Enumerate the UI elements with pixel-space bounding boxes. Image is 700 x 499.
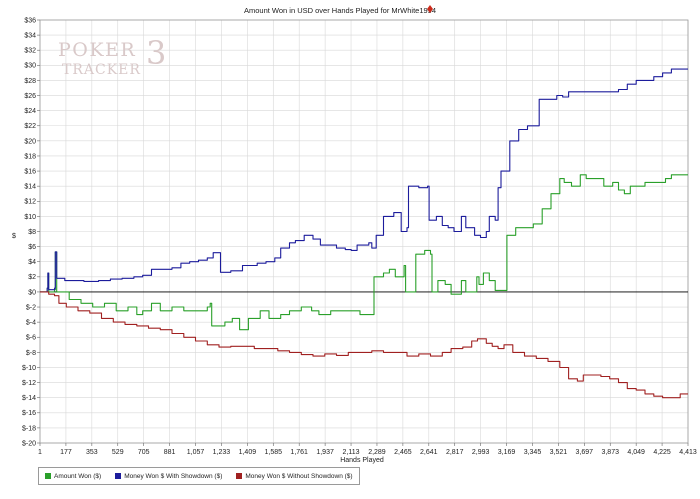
y-tick-label: $2 xyxy=(28,274,36,281)
y-tick-label: $10 xyxy=(24,214,36,221)
x-tick-label: 3,697 xyxy=(576,449,594,456)
x-tick-label: 1,057 xyxy=(187,449,205,456)
legend-swatch-amount-won xyxy=(45,473,51,479)
y-tick-label: $-14 xyxy=(22,395,36,402)
legend-swatch-without-showdown xyxy=(236,473,243,479)
y-tick-label: $0 xyxy=(28,289,36,296)
title-logo-icon xyxy=(427,5,433,13)
x-tick-label: 2,993 xyxy=(472,449,490,456)
y-tick-label: $-18 xyxy=(22,425,36,432)
y-tick-label: $-16 xyxy=(22,410,36,417)
legend-item-without-showdown: Money Won $ Without Showdown ($) xyxy=(236,472,353,480)
y-tick-label: $36 xyxy=(24,17,36,24)
y-tick-label: $12 xyxy=(24,199,36,206)
watermark-line-1: POKER xyxy=(58,39,136,61)
x-tick-label: 2,817 xyxy=(446,449,464,456)
x-tick-label: 1,937 xyxy=(316,449,334,456)
y-tick-label: $8 xyxy=(28,229,36,236)
y-tick-label: $20 xyxy=(24,138,36,145)
y-tick-label: $-20 xyxy=(22,440,36,447)
poker-tracker-watermark: POKER 3 TRACKER xyxy=(58,36,166,78)
y-tick-label: $-6 xyxy=(26,335,36,342)
series-lines xyxy=(40,68,688,399)
x-axis-ticks: 1 177 353 529 705 881 1,057 1,233 1,409 1,585 1,76… xyxy=(38,443,697,456)
y-tick-label: $-10 xyxy=(22,365,36,372)
x-tick-label: 1,585 xyxy=(265,449,283,456)
legend-swatch-with-showdown xyxy=(115,473,122,479)
watermark-glyph: 3 xyxy=(146,36,166,72)
chart-title: Amount Won in USD over Hands Played for … xyxy=(244,6,436,15)
x-tick-label: 3,169 xyxy=(498,449,516,456)
series-line-with-showdown xyxy=(40,68,688,293)
y-tick-label: $-12 xyxy=(22,380,36,387)
x-tick-label: 881 xyxy=(164,449,176,456)
y-tick-label: $-2 xyxy=(26,304,36,311)
legend-item-amount-won: Amount Won ($) xyxy=(45,473,101,480)
x-tick-label: 705 xyxy=(138,449,150,456)
y-tick-label: $16 xyxy=(24,168,36,175)
y-tick-label: $18 xyxy=(24,153,36,160)
x-tick-label: 4,049 xyxy=(627,449,645,456)
watermark-line-2: TRACKER xyxy=(62,62,141,78)
x-tick-label: 4,413 xyxy=(679,449,697,456)
y-tick-label: $34 xyxy=(24,33,36,40)
x-tick-label: 1,233 xyxy=(213,449,231,456)
y-tick-label: $28 xyxy=(24,78,36,85)
x-axis-label: Hands Played xyxy=(340,457,384,464)
x-tick-label: 3,873 xyxy=(601,449,619,456)
y-tick-label: $26 xyxy=(24,93,36,100)
y-axis-label: $ xyxy=(12,233,16,240)
x-tick-label: 353 xyxy=(86,449,98,456)
x-tick-label: 1 xyxy=(38,449,42,456)
y-tick-label: $6 xyxy=(28,244,36,251)
chart-legend: Amount Won ($) Money Won $ With Showdown… xyxy=(38,467,360,485)
x-tick-label: 529 xyxy=(112,449,124,456)
y-tick-label: $32 xyxy=(24,48,36,55)
x-tick-label: 1,409 xyxy=(239,449,257,456)
x-tick-label: 177 xyxy=(60,449,72,456)
y-tick-label: $-8 xyxy=(26,350,36,357)
x-tick-label: 2,113 xyxy=(343,449,360,456)
series-line-amount-won xyxy=(40,174,688,331)
legend-label-without-showdown: Money Won $ Without Showdown ($) xyxy=(245,472,353,480)
y-tick-label: $30 xyxy=(24,63,36,70)
legend-label-amount-won: Amount Won ($) xyxy=(54,472,102,480)
y-tick-label: $-4 xyxy=(26,320,36,327)
x-tick-label: 3,521 xyxy=(550,449,568,456)
x-tick-label: 4,225 xyxy=(653,449,671,456)
y-axis-ticks: $36 $34 $32 $30 $28 $26 $24 $22 $20 $18 $16 $14 $12 $… xyxy=(22,17,40,447)
x-tick-label: 2,289 xyxy=(368,449,386,456)
y-tick-label: $22 xyxy=(24,123,36,130)
series-line-without-showdown xyxy=(40,291,688,399)
x-tick-label: 2,465 xyxy=(394,449,412,456)
legend-item-with-showdown: Money Won $ With Showdown ($) xyxy=(115,473,222,480)
x-tick-label: 3,345 xyxy=(524,449,542,456)
x-tick-label: 1,761 xyxy=(290,449,308,456)
y-tick-label: $4 xyxy=(28,259,36,266)
legend-label-with-showdown: Money Won $ With Showdown ($) xyxy=(124,472,223,480)
x-tick-label: 2,641 xyxy=(420,449,438,456)
y-tick-label: $14 xyxy=(24,184,36,191)
y-tick-label: $24 xyxy=(24,108,36,115)
gridlines xyxy=(39,19,689,444)
